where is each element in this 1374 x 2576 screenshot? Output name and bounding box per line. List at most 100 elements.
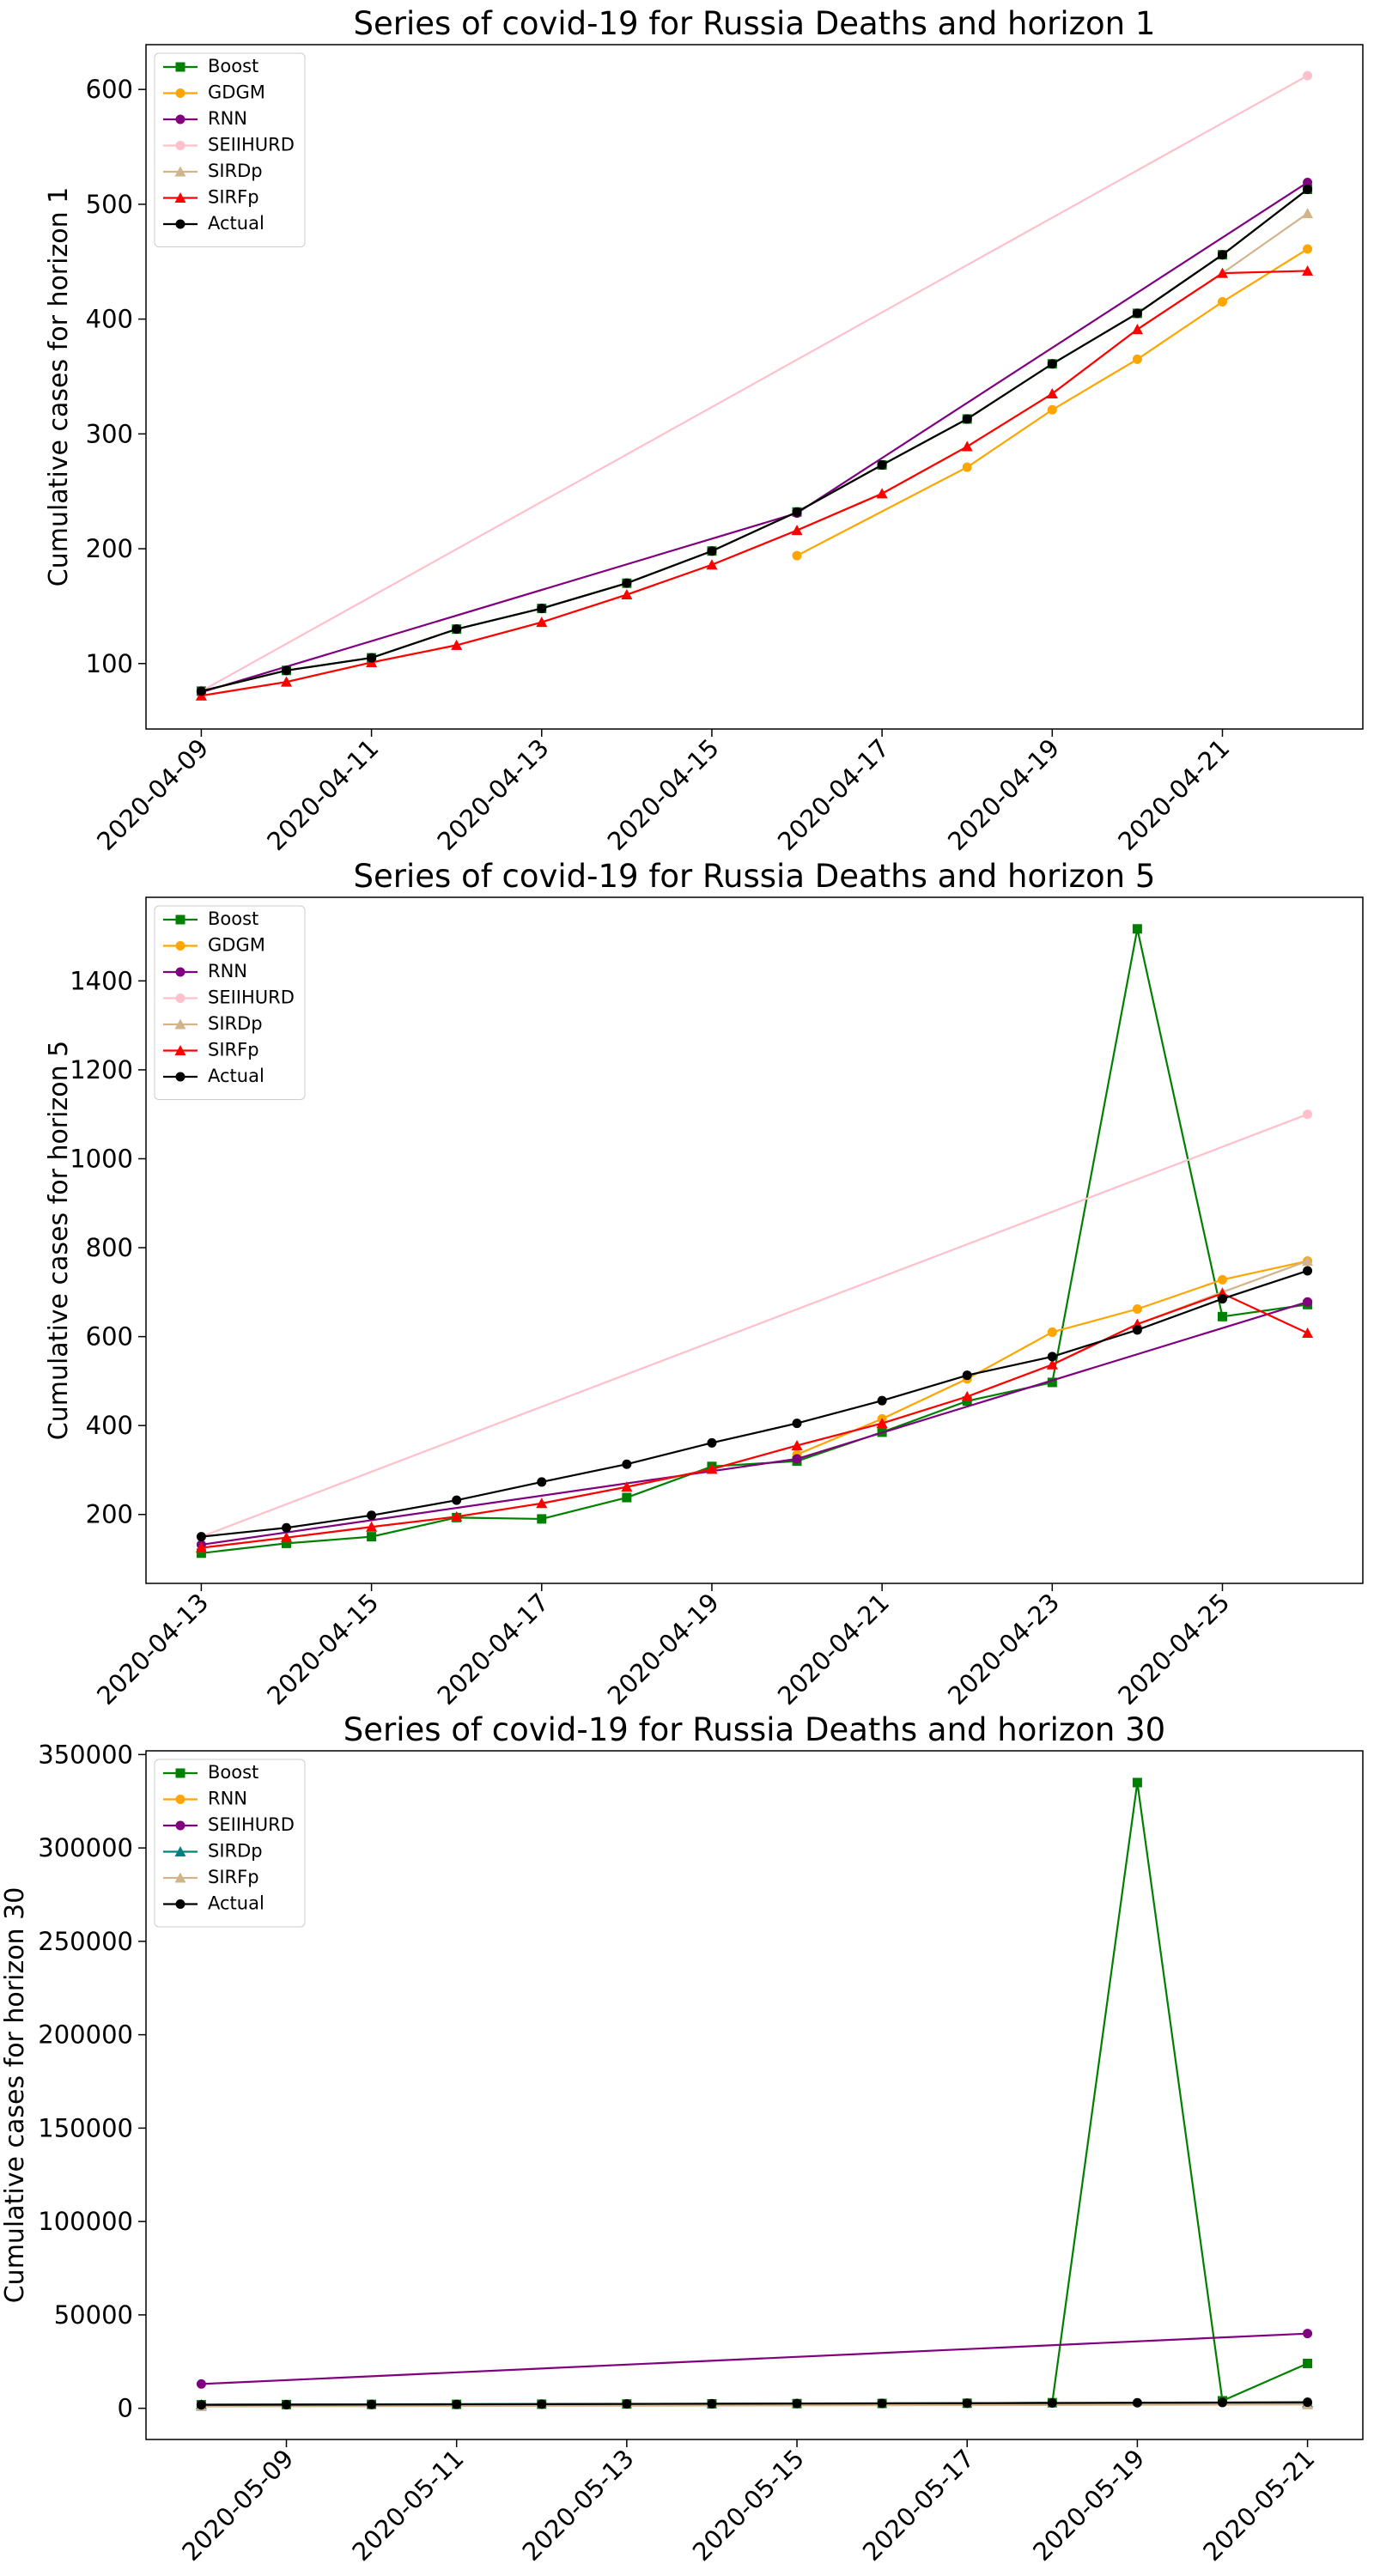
marker — [174, 1872, 186, 1883]
marker — [962, 462, 972, 472]
series-line — [201, 2403, 1308, 2408]
marker — [537, 2399, 547, 2409]
x-tick-label: 2020-04-19 — [602, 1588, 725, 1710]
marker — [1047, 1327, 1057, 1337]
marker — [1046, 388, 1058, 399]
marker — [622, 1459, 632, 1469]
marker — [707, 1437, 717, 1448]
chart-title: Series of covid-19 for Russia Deaths and… — [354, 5, 1156, 42]
series-line — [201, 270, 1308, 697]
legend-box — [154, 1759, 306, 1928]
marker — [175, 941, 185, 951]
y-tick-label: 500 — [86, 190, 133, 219]
x-tick-label: 2020-05-21 — [1197, 2444, 1320, 2567]
series-line — [201, 181, 1309, 694]
marker — [1303, 177, 1313, 187]
marker — [196, 1532, 206, 1542]
marker — [451, 1510, 463, 1522]
series-line — [201, 1269, 1308, 1538]
marker — [1131, 324, 1143, 335]
marker — [622, 1492, 632, 1503]
legend-label: Actual — [208, 1893, 264, 1914]
legend-label: SIRFp — [208, 1040, 259, 1060]
marker — [1047, 1377, 1057, 1388]
legend-label: GDGM — [208, 82, 265, 103]
y-tick-label: 1400 — [70, 966, 133, 995]
plot-area — [145, 44, 1364, 730]
marker — [961, 1391, 973, 1402]
legend-label: SEIIHURD — [208, 1814, 295, 1835]
marker — [706, 1463, 718, 1474]
marker — [281, 676, 292, 687]
y-tick-label: 1000 — [70, 1144, 133, 1173]
marker — [174, 166, 186, 177]
marker — [196, 1548, 206, 1558]
marker — [707, 2398, 717, 2409]
y-tick-label: 50000 — [54, 2300, 133, 2330]
marker — [1047, 2398, 1057, 2409]
marker — [791, 525, 803, 536]
marker — [537, 1477, 547, 1487]
marker — [282, 1522, 291, 1533]
marker — [367, 653, 377, 663]
marker — [707, 546, 717, 556]
marker — [175, 219, 185, 229]
y-tick-label: 200 — [86, 1500, 133, 1529]
marker — [962, 414, 972, 424]
marker — [877, 459, 887, 470]
marker — [175, 1820, 185, 1831]
legend-label: RNN — [208, 1789, 247, 1809]
marker — [174, 1045, 186, 1055]
plot-area — [145, 1750, 1364, 2440]
marker — [1303, 2397, 1313, 2408]
marker — [175, 967, 185, 977]
x-tick-label: 2020-04-11 — [261, 733, 384, 856]
marker — [367, 2399, 377, 2409]
marker — [196, 2379, 206, 2389]
marker — [1132, 354, 1142, 364]
y-tick-label: 100 — [86, 649, 133, 678]
marker — [537, 1514, 547, 1524]
marker — [452, 2399, 462, 2409]
marker — [1046, 1358, 1058, 1370]
marker — [792, 1419, 802, 1429]
marker — [621, 1481, 633, 1492]
marker — [1218, 2397, 1227, 2408]
legend-label: RNN — [208, 108, 247, 129]
marker — [876, 488, 888, 499]
marker — [1302, 1255, 1314, 1267]
marker — [1302, 208, 1314, 219]
marker — [792, 507, 802, 517]
marker — [175, 914, 185, 925]
series-line — [201, 1113, 1308, 1538]
legend-label: Boost — [208, 908, 258, 929]
legend-label: Boost — [208, 56, 258, 76]
series-line — [201, 188, 1309, 692]
marker — [195, 1542, 207, 1553]
plot-area — [145, 896, 1364, 1584]
marker — [175, 1072, 185, 1082]
y-tick-label: 250000 — [38, 1927, 133, 1956]
x-tick-label: 2020-05-11 — [346, 2444, 469, 2567]
marker — [1303, 70, 1313, 81]
y-tick-label: 400 — [86, 1411, 133, 1440]
marker — [196, 686, 206, 696]
x-tick-label: 2020-04-23 — [942, 1588, 1065, 1710]
x-tick-label: 2020-05-19 — [1027, 2444, 1150, 2567]
marker — [175, 1899, 185, 1909]
y-tick-label: 200000 — [38, 2020, 133, 2050]
marker — [1303, 2329, 1313, 2339]
legend-label: GDGM — [208, 935, 265, 956]
marker — [451, 639, 463, 650]
legend-label: Actual — [208, 1066, 264, 1086]
y-tick-label: 150000 — [38, 2113, 133, 2142]
marker — [174, 1018, 186, 1030]
marker — [1132, 1325, 1142, 1335]
x-tick-label: 2020-05-15 — [687, 2444, 810, 2567]
series-line — [201, 2332, 1308, 2385]
y-tick-label: 600 — [86, 75, 133, 104]
legend-label: SEIIHURD — [208, 135, 295, 155]
marker — [1047, 359, 1057, 369]
marker — [536, 1498, 548, 1509]
series-line — [201, 928, 1308, 1554]
